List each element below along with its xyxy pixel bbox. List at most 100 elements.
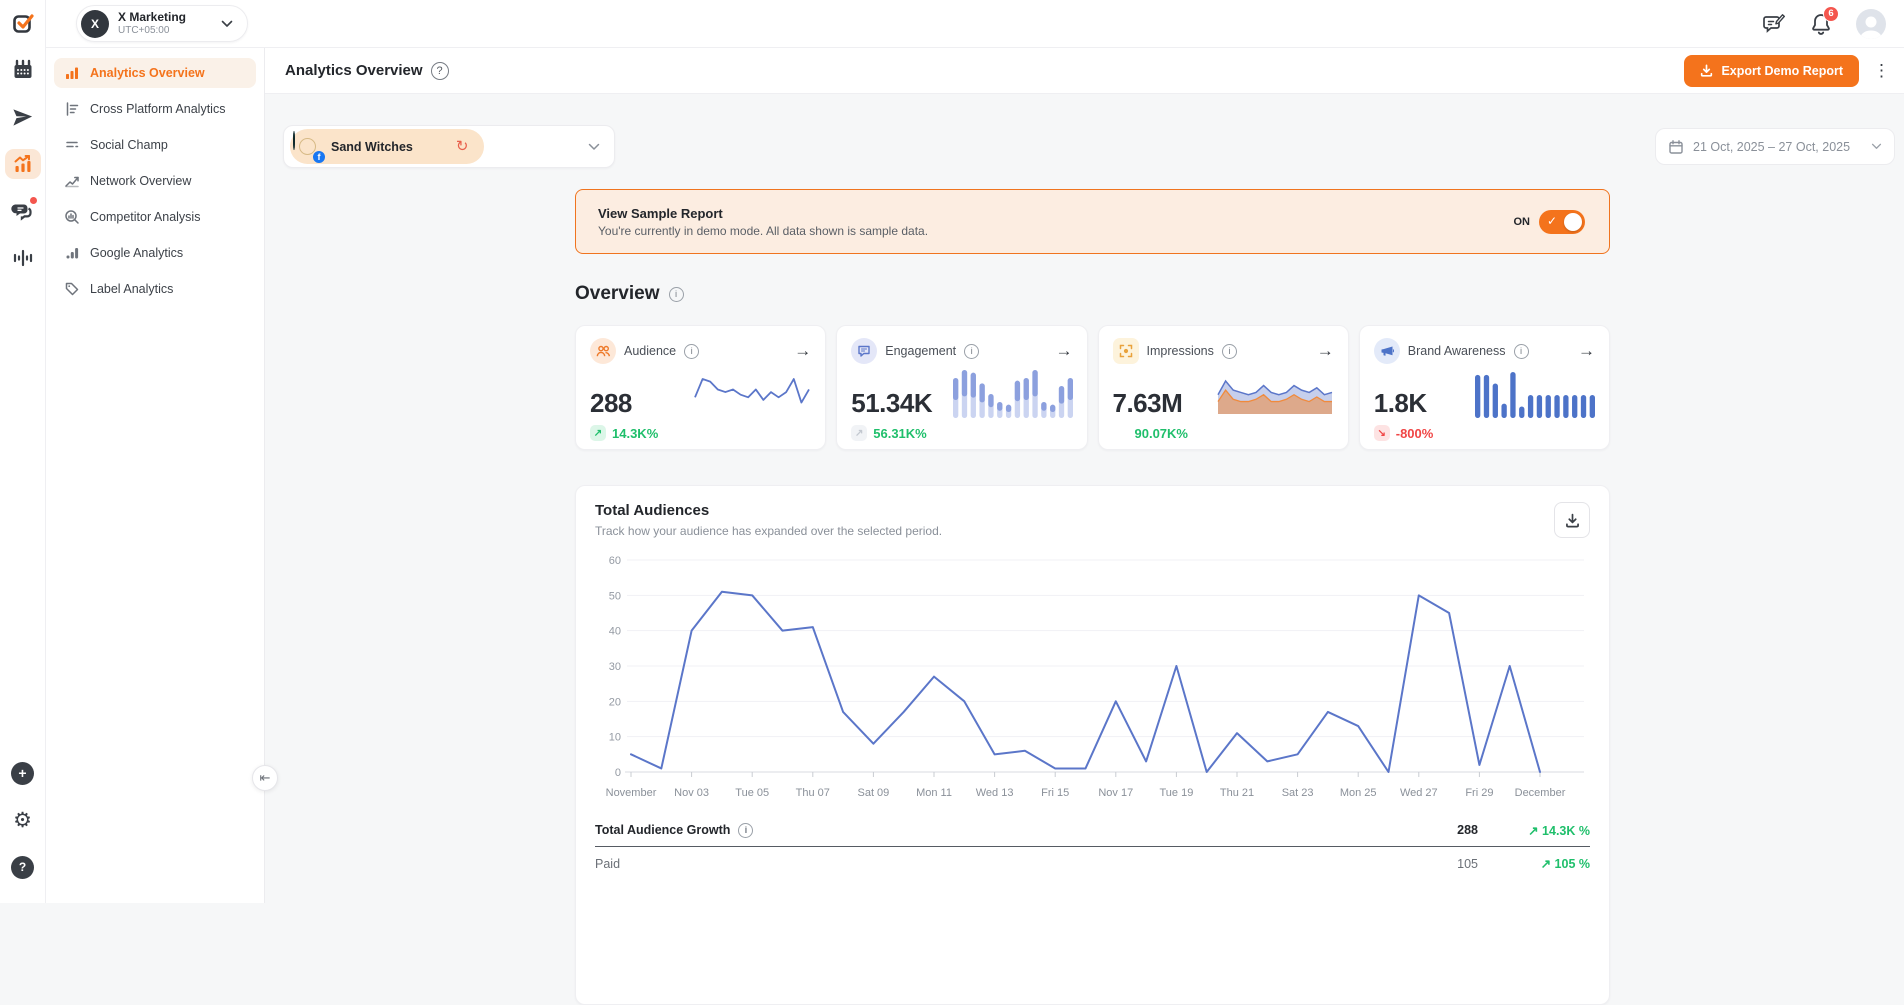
svg-text:Sat 09: Sat 09 [857, 787, 889, 799]
audience-card[interactable]: Audience i → 288 ↗ 14.3K% [575, 325, 826, 450]
sidebar-item-analytics-overview[interactable]: Analytics Overview [54, 58, 256, 88]
sample-report-toggle[interactable]: ✓ [1539, 210, 1585, 234]
facebook-badge-icon: f [312, 150, 326, 164]
impressions-icon [1113, 338, 1139, 364]
trend-down-icon: ↘ [1374, 425, 1390, 441]
create-plus-icon[interactable]: + [5, 758, 41, 788]
arrow-right-icon[interactable]: → [1056, 341, 1073, 361]
rail-bottom: + ⚙ ? [5, 758, 41, 903]
total-audiences-panel: Total Audiences Track how your audience … [575, 485, 1610, 1005]
svg-text:Mon 25: Mon 25 [1340, 787, 1377, 799]
chevron-down-icon [1871, 143, 1882, 150]
chevron-down-icon [221, 20, 233, 28]
sidebar-item-label-analytics[interactable]: Label Analytics [54, 274, 256, 304]
svg-text:Tue 19: Tue 19 [1159, 787, 1193, 799]
table-row-paid[interactable]: Paid 105 ↗ 105 % [595, 847, 1590, 880]
info-icon[interactable]: i [964, 344, 979, 359]
info-icon[interactable]: i [684, 344, 699, 359]
row-change: ↗ 105 % [1478, 856, 1590, 871]
magnifier-chart-icon [64, 209, 80, 225]
card-value: 288 [590, 390, 632, 416]
audience-icon [590, 338, 616, 364]
help-icon[interactable]: ? [5, 852, 41, 882]
arrow-right-icon[interactable]: → [1578, 341, 1595, 361]
sidebar-item-network-overview[interactable]: Network Overview [54, 166, 256, 196]
date-range-picker[interactable]: 21 Oct, 2025 – 27 Oct, 2025 [1655, 128, 1895, 165]
account-name: Sand Witches [331, 140, 413, 154]
arrow-right-icon[interactable]: → [1317, 341, 1334, 361]
toggle-knob [1564, 213, 1582, 231]
check-icon: ✓ [1547, 214, 1557, 228]
page-title: Analytics Overview [285, 62, 423, 79]
overview-heading: Overview [575, 283, 660, 305]
analytics-icon[interactable] [5, 149, 41, 179]
inbox-chat-icon[interactable] [5, 196, 41, 226]
card-value: 1.8K [1374, 390, 1427, 416]
svg-text:0: 0 [615, 767, 621, 779]
sidebar-item-social-champ[interactable]: Social Champ [54, 130, 256, 160]
svg-text:Fri 29: Fri 29 [1465, 787, 1493, 799]
card-value: 7.63M [1113, 390, 1183, 416]
row-value: 105 [1358, 857, 1478, 871]
workspace-selector[interactable]: X X Marketing UTC+05:00 [76, 5, 248, 42]
table-row-total-growth[interactable]: Total Audience Growth i 288 ↗ 14.3K % [595, 814, 1590, 847]
sidebar-item-cross-platform-analytics[interactable]: Cross Platform Analytics [54, 94, 256, 124]
app-logo-icon[interactable] [5, 8, 41, 38]
page-header: Analytics Overview ? Export Demo Report … [265, 48, 1904, 94]
trend-up-icon: ↗ [590, 425, 606, 441]
equalizer-icon[interactable] [5, 243, 41, 273]
impressions-card[interactable]: Impressions i → 7.63M 90.07K% [1098, 325, 1349, 450]
refresh-icon[interactable]: ↻ [456, 139, 469, 154]
brand-awareness-card[interactable]: Brand Awareness i → 1.8K ↘ -800% [1359, 325, 1610, 450]
svg-text:Thu 07: Thu 07 [796, 787, 830, 799]
growth-table: Total Audience Growth i 288 ↗ 14.3K % Pa… [595, 814, 1590, 880]
svg-text:30: 30 [609, 661, 621, 673]
trend-up-icon: ↗ [851, 425, 867, 441]
sidebar-item-competitor-analysis[interactable]: Competitor Analysis [54, 202, 256, 232]
account-select[interactable]: f Sand Witches ↻ [283, 125, 615, 168]
svg-text:November: November [606, 787, 657, 799]
download-icon [1565, 513, 1580, 528]
info-icon[interactable]: i [738, 823, 753, 838]
svg-text:Sat 23: Sat 23 [1282, 787, 1314, 799]
collapse-icon: ⇤ [260, 770, 271, 786]
sidebar-collapse-button[interactable]: ⇤ [252, 765, 278, 791]
engagement-card[interactable]: Engagement i → 51.34K ↗ 56.31K% [836, 325, 1087, 450]
export-demo-report-button[interactable]: Export Demo Report [1684, 55, 1859, 87]
banner-description: You're currently in demo mode. All data … [598, 224, 928, 238]
user-avatar[interactable] [1856, 9, 1886, 39]
compose-message-icon[interactable] [1762, 12, 1786, 36]
more-options-kebab-icon[interactable]: ⋮ [1873, 62, 1890, 79]
info-icon[interactable]: i [1514, 344, 1529, 359]
svg-text:Thu 21: Thu 21 [1220, 787, 1254, 799]
icon-rail: + ⚙ ? [0, 0, 46, 903]
publish-send-icon[interactable] [5, 102, 41, 132]
svg-text:40: 40 [609, 626, 621, 638]
card-change: ↗ 14.3K% [590, 425, 811, 441]
settings-gear-icon[interactable]: ⚙ [5, 805, 41, 835]
brand-awareness-icon [1374, 338, 1400, 364]
toggle-state-label: ON [1514, 216, 1531, 228]
svg-text:December: December [1515, 787, 1566, 799]
overview-cards: Audience i → 288 ↗ 14.3K% [575, 325, 1610, 450]
svg-text:Tue 05: Tue 05 [735, 787, 769, 799]
trend-arrow-icon [64, 173, 80, 189]
row-change: ↗ 14.3K % [1478, 823, 1590, 838]
card-change: ↘ -800% [1374, 425, 1595, 441]
panel-subtitle: Track how your audience has expanded ove… [595, 524, 942, 538]
calendar-icon[interactable] [5, 55, 41, 85]
info-icon[interactable]: i [669, 287, 684, 302]
arrow-right-icon[interactable]: → [794, 341, 811, 361]
audience-sparkline [693, 376, 811, 416]
notifications-bell-icon[interactable]: 6 [1810, 12, 1832, 36]
row-value: 288 [1358, 823, 1478, 837]
date-range-value: 21 Oct, 2025 – 27 Oct, 2025 [1693, 140, 1850, 154]
info-icon[interactable]: i [1222, 344, 1237, 359]
download-chart-button[interactable] [1554, 502, 1590, 538]
help-circle-icon[interactable]: ? [431, 62, 449, 80]
card-value: 51.34K [851, 390, 932, 416]
sidebar-item-google-analytics[interactable]: Google Analytics [54, 238, 256, 268]
card-label: Engagement [885, 344, 956, 358]
card-change: ↗ 56.31K% [851, 425, 1072, 441]
panel-title: Total Audiences [595, 502, 942, 519]
